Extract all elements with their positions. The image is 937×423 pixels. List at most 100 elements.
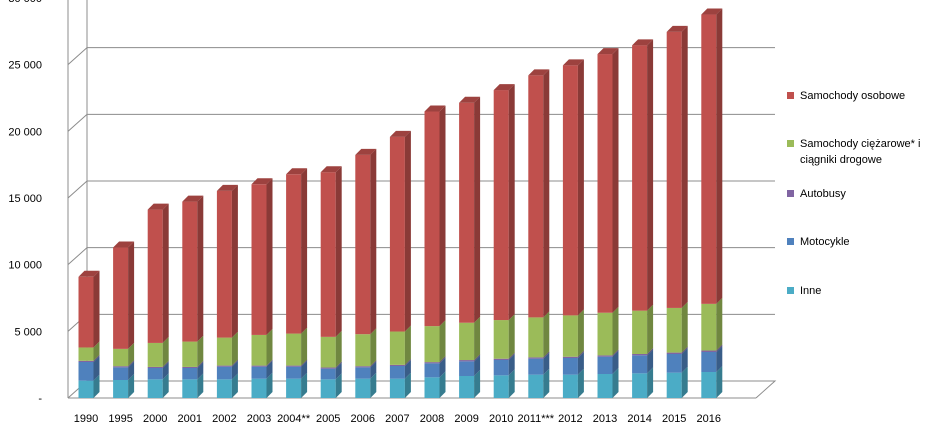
bar-stack-2005 xyxy=(320,166,342,398)
legend-swatch xyxy=(787,238,794,245)
bar-stack-2010 xyxy=(493,84,515,398)
bar-segment-side xyxy=(612,349,619,357)
bar-segment-side xyxy=(404,360,411,379)
bar-segment-side xyxy=(577,352,584,375)
bar-segment-top xyxy=(389,130,411,137)
y-tick-label: 10 000 xyxy=(8,260,42,272)
bar-segment-top xyxy=(251,178,273,185)
bar-segment-front xyxy=(701,14,717,304)
bar-segment-side xyxy=(647,304,654,354)
bar-stack-2011*** xyxy=(528,69,550,398)
legend-label: Inne xyxy=(800,285,822,297)
bar-segment-side xyxy=(543,368,550,398)
bar-segment-front xyxy=(562,315,578,357)
bar-segment-front xyxy=(113,247,129,349)
bar-segment-front xyxy=(320,367,336,369)
bar-segment-side xyxy=(335,330,342,368)
bar-segment-side xyxy=(612,306,619,356)
bar-segment-side xyxy=(577,59,584,316)
x-tick-label: 2016 xyxy=(697,413,721,423)
bar-segment-side xyxy=(716,344,723,352)
bar-segment-side xyxy=(681,366,688,398)
bar-segment-front xyxy=(147,368,163,380)
y-tick-label: 15 000 xyxy=(8,193,42,205)
bar-segment-side xyxy=(231,360,238,380)
bar-segment-front xyxy=(666,352,682,354)
bar-segment-side xyxy=(543,311,550,358)
legend-item-autobusy: Autobusy xyxy=(787,186,846,202)
bar-segment-front xyxy=(493,320,509,359)
bar-segment-top xyxy=(493,84,515,91)
bar-segment-front xyxy=(597,54,613,313)
bar-segment-side xyxy=(128,241,135,349)
bar-segment-front xyxy=(286,378,302,398)
bar-segment-side xyxy=(647,349,654,374)
legend-label: Samochody osobowe xyxy=(800,90,906,102)
bar-segment-front xyxy=(424,362,440,364)
bar-segment-front xyxy=(459,322,475,361)
bar-stack-2006 xyxy=(355,148,377,398)
bar-segment-front xyxy=(355,154,371,335)
bar-segment-front xyxy=(493,358,509,360)
legend-item-samochody-ciezarowe: Samochody ciężarowe* i ciągniki drogowe xyxy=(787,136,937,168)
bar-segment-front xyxy=(286,333,302,366)
bar-segment-front xyxy=(147,209,163,343)
bar-segment-front xyxy=(597,312,613,356)
bar-segment-front xyxy=(528,358,544,375)
y-axis-ticks: - 5 000 10 000 15 000 20 000 25 000 30 000 xyxy=(8,0,42,405)
x-tick-label: 2015 xyxy=(662,413,686,423)
bar-segment-side xyxy=(301,372,308,398)
x-tick-label: 2005 xyxy=(316,413,340,423)
bar-segment-front xyxy=(389,378,405,398)
bar-segment-front xyxy=(701,372,717,398)
bar-segment-side xyxy=(647,348,654,356)
bar-segment-side xyxy=(508,314,515,359)
bar-segment-front xyxy=(78,276,94,348)
x-tick-label: 2012 xyxy=(558,413,582,423)
bar-segment-side xyxy=(197,373,204,398)
bar-segment-side xyxy=(197,335,204,367)
bar-segment-side xyxy=(612,48,619,313)
x-tick-label: 1990 xyxy=(74,413,98,423)
bar-segment-side xyxy=(266,372,273,398)
bar-segment-front xyxy=(597,355,613,357)
bar-segment-front xyxy=(147,342,163,367)
legend-swatch xyxy=(787,140,794,147)
bar-segment-front xyxy=(632,310,648,354)
x-axis-ticks: 1990 1995 2000 2001 2002 2003 2004** 2005 2006 20… xyxy=(74,413,721,423)
x-tick-label: 2003 xyxy=(247,413,271,423)
bar-segment-side xyxy=(404,372,411,398)
x-tick-label: 2007 xyxy=(385,413,409,423)
bar-stack-2012 xyxy=(562,59,584,398)
x-tick-label: 1995 xyxy=(108,413,132,423)
bar-segment-top xyxy=(666,25,688,32)
bar-segment-front xyxy=(701,352,717,372)
bar-segment-top xyxy=(459,96,481,103)
x-tick-label: 2002 xyxy=(212,413,236,423)
bar-stack-1995 xyxy=(113,241,135,398)
bar-segment-side xyxy=(197,360,204,368)
bar-segment-front xyxy=(251,334,267,366)
bar-segment-front xyxy=(216,366,232,380)
bar-segment-side xyxy=(335,362,342,380)
bar-segment-top xyxy=(320,166,342,173)
bar-segment-front xyxy=(597,356,613,374)
bar-segment-side xyxy=(162,362,169,380)
bar-segment-front xyxy=(493,375,509,398)
bar-segment-front xyxy=(666,372,682,398)
bar-segment-side xyxy=(543,351,550,359)
bar-segment-side xyxy=(474,355,481,376)
bar-segment-side xyxy=(93,341,100,361)
bar-segment-side xyxy=(93,354,100,362)
bar-segment-front xyxy=(528,317,544,358)
bar-segment-front xyxy=(632,45,648,311)
bar-segment-side xyxy=(647,367,654,398)
legend-item-inne: Inne xyxy=(787,283,821,299)
bar-segment-front xyxy=(251,378,267,398)
bar-segment-side xyxy=(577,309,584,357)
legend-swatch xyxy=(787,287,794,294)
bar-segment-side xyxy=(197,362,204,380)
bar-segment-side xyxy=(231,359,238,367)
bar-segment-side xyxy=(474,354,481,362)
bar-segment-front xyxy=(424,363,440,378)
